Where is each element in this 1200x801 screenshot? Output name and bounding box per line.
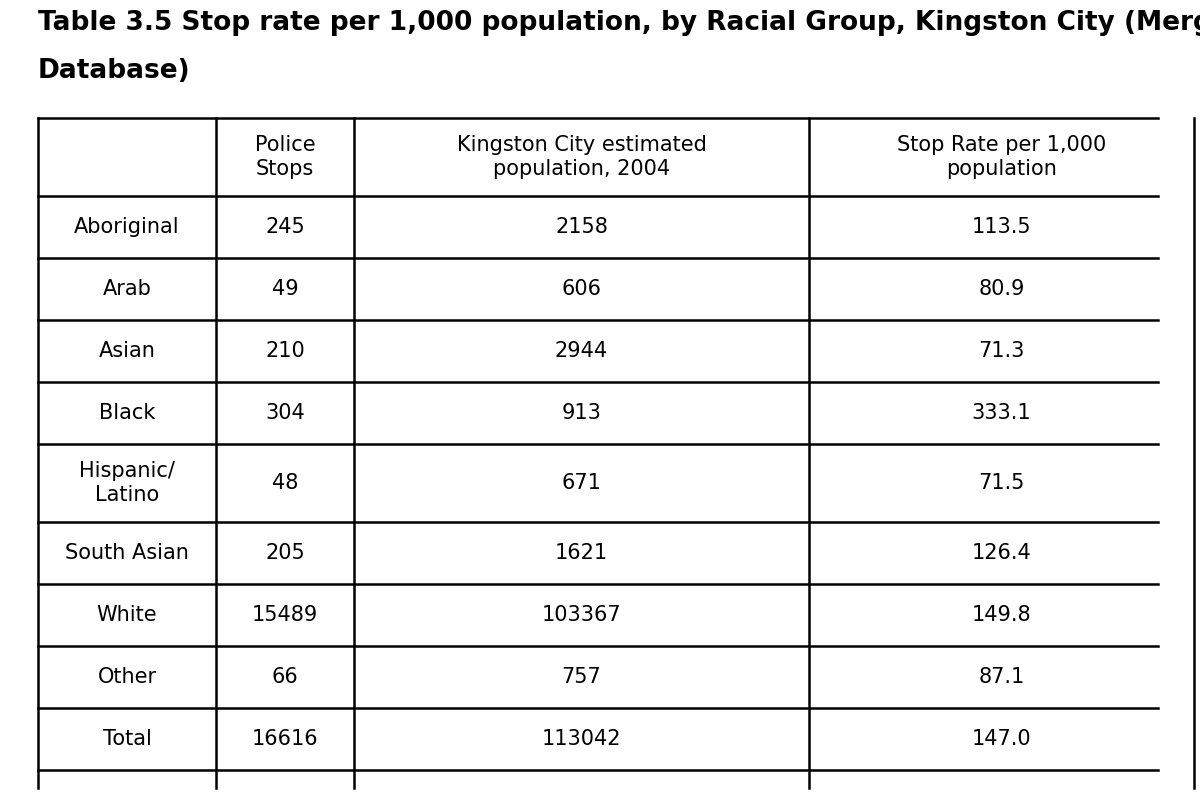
Text: 606: 606	[562, 279, 601, 299]
Text: Database): Database)	[38, 58, 191, 84]
Text: 2158: 2158	[556, 217, 608, 237]
Text: Stop Rate per 1,000
population: Stop Rate per 1,000 population	[896, 135, 1106, 179]
Text: Arab: Arab	[102, 279, 151, 299]
Text: 1621: 1621	[554, 543, 608, 563]
Text: 66: 66	[271, 667, 299, 687]
Text: 80.9: 80.9	[978, 279, 1025, 299]
Text: 87.1: 87.1	[978, 667, 1025, 687]
Text: 205: 205	[265, 543, 305, 563]
Text: 913: 913	[562, 403, 601, 423]
Text: Total: Total	[102, 729, 151, 749]
Text: 149.8: 149.8	[972, 605, 1031, 625]
Text: 757: 757	[562, 667, 601, 687]
Text: 71.3: 71.3	[978, 341, 1025, 361]
Text: 16616: 16616	[252, 729, 318, 749]
Text: 333.1: 333.1	[972, 403, 1031, 423]
Text: Table 3.5 Stop rate per 1,000 population, by Racial Group, Kingston City (Merged: Table 3.5 Stop rate per 1,000 population…	[38, 10, 1200, 36]
Text: 147.0: 147.0	[972, 729, 1031, 749]
Text: Aboriginal: Aboriginal	[74, 217, 180, 237]
Text: 126.4: 126.4	[972, 543, 1031, 563]
Text: Other: Other	[97, 667, 156, 687]
Text: 49: 49	[271, 279, 299, 299]
Text: 113.5: 113.5	[972, 217, 1031, 237]
Text: Asian: Asian	[98, 341, 156, 361]
Text: White: White	[97, 605, 157, 625]
Text: Kingston City estimated
population, 2004: Kingston City estimated population, 2004	[456, 135, 707, 179]
Text: Police
Stops: Police Stops	[254, 135, 316, 179]
Text: 48: 48	[272, 473, 298, 493]
Text: 304: 304	[265, 403, 305, 423]
Text: 2944: 2944	[554, 341, 608, 361]
Text: 71.5: 71.5	[978, 473, 1025, 493]
Text: Black: Black	[98, 403, 155, 423]
Text: 15489: 15489	[252, 605, 318, 625]
Text: Hispanic/
Latino: Hispanic/ Latino	[79, 461, 175, 505]
Text: 671: 671	[562, 473, 601, 493]
Text: South Asian: South Asian	[65, 543, 188, 563]
Text: 210: 210	[265, 341, 305, 361]
Text: 245: 245	[265, 217, 305, 237]
Text: 113042: 113042	[541, 729, 622, 749]
Text: 103367: 103367	[541, 605, 622, 625]
